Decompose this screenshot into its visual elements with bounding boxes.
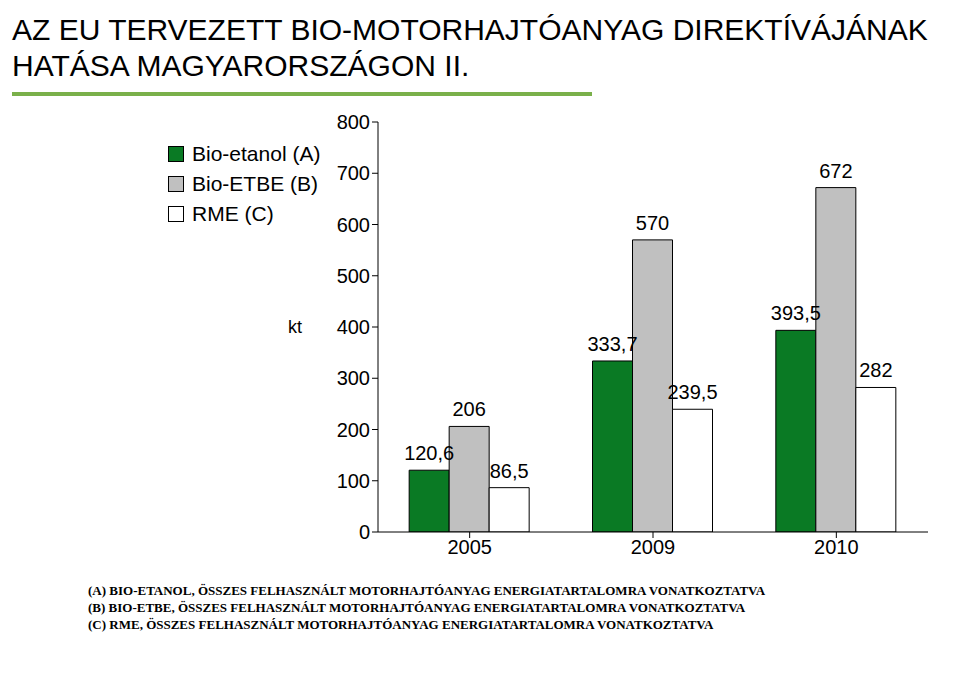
- html-text:AZ EU TERVEZETT BIO-MOTORHAJTÓ: AZ EU TERVEZETT BIO-MOTORHAJTÓANYAG DIRE…: [12, 13, 928, 82]
- svg-text:2010: 2010: [814, 536, 859, 558]
- html-text:(C) RME, ÖSSZES FELHASZNÁLT MO: (C) RME, ÖSSZES FELHASZNÁLT MOTORHAJTÓAN…: [88, 617, 714, 632]
- svg-text:400: 400: [337, 316, 370, 338]
- svg-text:86,5: 86,5: [490, 460, 529, 482]
- html-text:Bio-etanol (A): Bio-etanol (A): [192, 142, 321, 165]
- svg-text:239,5: 239,5: [667, 381, 717, 403]
- svg-text:120,6: 120,6: [404, 442, 454, 464]
- svg-text:100: 100: [337, 470, 370, 492]
- html-text:RME (C): RME (C): [192, 202, 274, 225]
- html-text:(A) BIO-ETANOL, ÖSSZES FELHASZ: (A) BIO-ETANOL, ÖSSZES FELHASZNÁLT MOTOR…: [88, 583, 766, 598]
- html-text:Bio-ETBE (B): Bio-ETBE (B): [192, 172, 318, 195]
- svg-text:500: 500: [337, 265, 370, 287]
- svg-text:600: 600: [337, 214, 370, 236]
- svg-text:2009: 2009: [631, 536, 676, 558]
- svg-text:333,7: 333,7: [587, 333, 637, 355]
- svg-text:700: 700: [337, 162, 370, 184]
- svg-text:800: 800: [337, 111, 370, 133]
- html-text:(B) BIO-ETBE, ÖSSZES FELHASZNÁ: (B) BIO-ETBE, ÖSSZES FELHASZNÁLT MOTORHA…: [88, 600, 746, 615]
- svg-text:393,5: 393,5: [771, 302, 821, 324]
- svg-text:kt: kt: [288, 317, 302, 337]
- svg-text:282: 282: [859, 359, 892, 381]
- svg-text:672: 672: [819, 160, 852, 182]
- svg-text:2005: 2005: [447, 536, 492, 558]
- svg-text:300: 300: [337, 367, 370, 389]
- svg-text:206: 206: [452, 398, 485, 420]
- svg-text:0: 0: [359, 521, 370, 543]
- svg-text:200: 200: [337, 419, 370, 441]
- svg-text:570: 570: [636, 212, 669, 234]
